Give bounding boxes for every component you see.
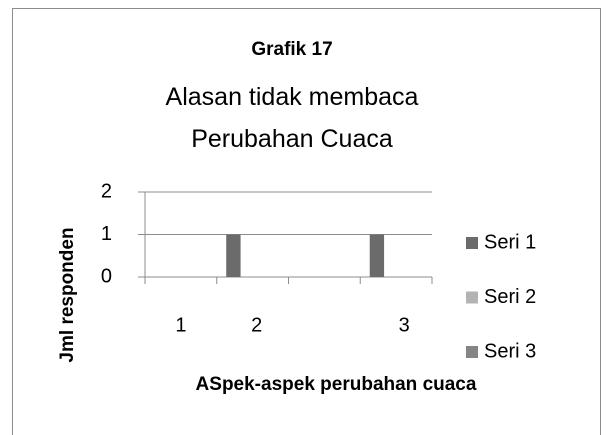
legend-label: Seri 1 [484, 231, 536, 253]
legend-label: Seri 3 [484, 340, 536, 362]
chart-title: Grafik 17 [251, 39, 332, 60]
x-tick-label: 3 [399, 314, 410, 336]
legend-swatch [466, 346, 478, 358]
x-tick-label: 2 [251, 314, 262, 336]
y-tick-label: 2 [101, 180, 112, 202]
y-tick-label: 1 [101, 223, 112, 245]
x-axis-label: ASpek-aspek perubahan cuaca [196, 374, 477, 395]
legend-label: Seri 2 [484, 286, 536, 308]
chart-subtitle: Alasan tidak membaca Perubahan Cuaca [166, 83, 419, 153]
y-axis-label: Jml responden [57, 227, 78, 362]
legend-swatch [466, 237, 478, 249]
chart-border [12, 8, 601, 435]
y-tick-label: 0 [101, 265, 112, 287]
legend-swatch [466, 291, 478, 304]
x-tick-label: 1 [175, 314, 186, 336]
bar [226, 234, 241, 277]
bar [369, 234, 385, 277]
